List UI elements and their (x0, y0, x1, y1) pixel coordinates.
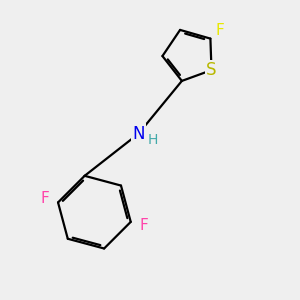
Text: F: F (216, 23, 225, 38)
Text: N: N (132, 124, 145, 142)
Text: F: F (40, 191, 49, 206)
Text: S: S (206, 61, 217, 79)
Text: F: F (140, 218, 148, 233)
Text: H: H (148, 133, 158, 146)
